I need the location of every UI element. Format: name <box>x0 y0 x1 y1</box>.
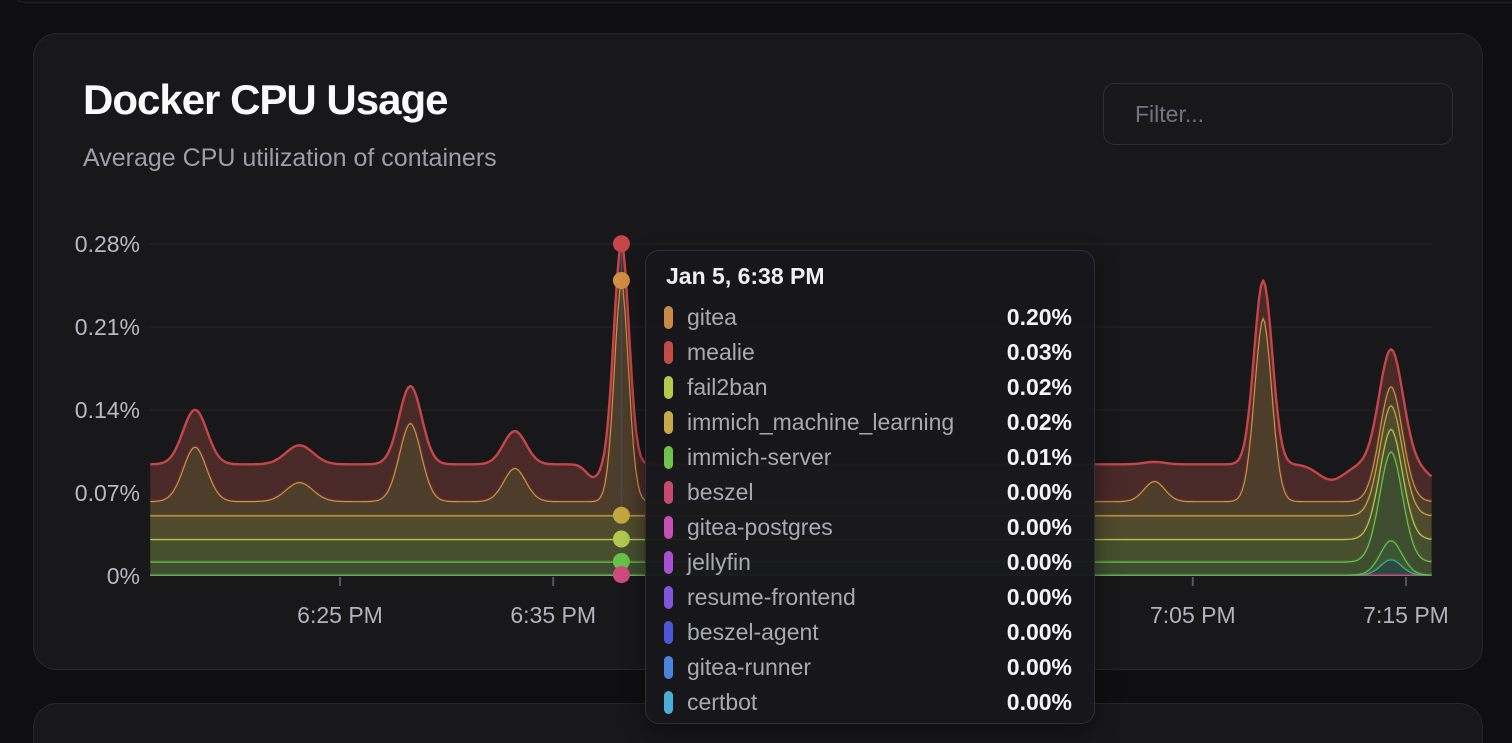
page-title: Docker CPU Usage <box>83 76 448 123</box>
series-value: 0.00% <box>1006 619 1072 645</box>
series-name: immich-server <box>687 444 832 470</box>
tooltip-row: fail2ban 0.02% <box>664 370 1072 405</box>
series-value: 0.02% <box>1006 409 1072 435</box>
series-name: gitea-postgres <box>687 514 833 540</box>
tooltip-row: gitea-runner 0.00% <box>664 650 1072 685</box>
series-value: 0.00% <box>1006 549 1072 575</box>
series-value: 0.00% <box>1006 689 1072 715</box>
series-value: 0.20% <box>1006 304 1072 330</box>
series-name: beszel-agent <box>687 619 819 645</box>
series-name: beszel <box>687 479 754 505</box>
tooltip-row: certbot 0.00% <box>664 685 1072 720</box>
series-value: 0.02% <box>1006 374 1072 400</box>
series-color-marker <box>664 586 673 609</box>
tooltip-row: jellyfin 0.00% <box>664 545 1072 580</box>
series-name: fail2ban <box>687 374 768 400</box>
tooltip-row: mealie 0.03% <box>664 335 1072 370</box>
tooltip-row: gitea 0.20% <box>664 300 1072 335</box>
series-color-marker <box>664 656 673 679</box>
tooltip-row: beszel-agent 0.00% <box>664 615 1072 650</box>
series-color-marker <box>664 341 673 364</box>
series-color-marker <box>664 516 673 539</box>
series-name: jellyfin <box>687 549 751 575</box>
tooltip-row: gitea-postgres 0.00% <box>664 510 1072 545</box>
page-subtitle: Average CPU utilization of containers <box>83 144 497 172</box>
filter-input[interactable] <box>1103 83 1453 145</box>
series-name: resume-frontend <box>687 584 856 610</box>
series-color-marker <box>664 551 673 574</box>
series-value: 0.00% <box>1006 584 1072 610</box>
series-color-marker <box>664 621 673 644</box>
tooltip-title: Jan 5, 6:38 PM <box>666 263 825 289</box>
series-value: 0.01% <box>1006 444 1072 470</box>
tooltip-row: immich_machine_learning 0.02% <box>664 405 1072 440</box>
series-color-marker <box>664 306 673 329</box>
series-color-marker <box>664 691 673 714</box>
tooltip-rows: gitea 0.20% mealie 0.03% fail2ban 0.02% immich… <box>664 300 1072 720</box>
series-name: immich_machine_learning <box>687 409 955 435</box>
series-color-marker <box>664 376 673 399</box>
series-value: 0.03% <box>1006 339 1072 365</box>
series-color-marker <box>664 481 673 504</box>
chart-tooltip: Jan 5, 6:38 PM gitea 0.20% mealie 0.03% fail… <box>645 250 1095 724</box>
series-name: mealie <box>687 339 755 365</box>
series-name: gitea <box>687 304 737 330</box>
tooltip-row: immich-server 0.01% <box>664 440 1072 475</box>
series-value: 0.00% <box>1006 514 1072 540</box>
previous-card-bottom-edge <box>10 0 1512 3</box>
series-value: 0.00% <box>1006 654 1072 680</box>
series-name: gitea-runner <box>687 654 812 680</box>
series-color-marker <box>664 446 673 469</box>
series-color-marker <box>664 411 673 434</box>
tooltip-row: beszel 0.00% <box>664 475 1072 510</box>
series-name: certbot <box>687 689 758 715</box>
tooltip-row: resume-frontend 0.00% <box>664 580 1072 615</box>
series-value: 0.00% <box>1006 479 1072 505</box>
